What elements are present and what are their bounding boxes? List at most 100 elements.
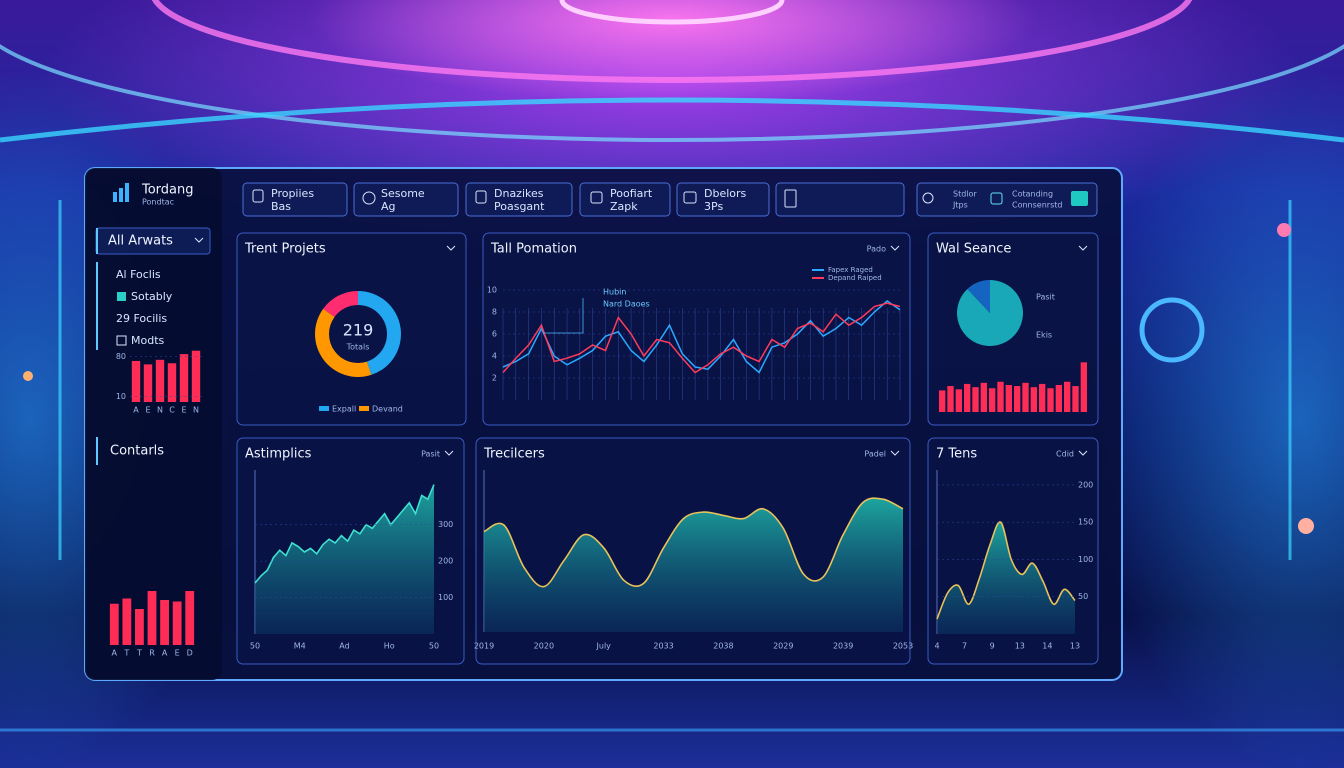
slice — [956, 280, 1023, 347]
area-fill — [255, 484, 434, 634]
area-line — [254, 484, 435, 584]
bar — [109, 603, 119, 645]
account-sub: Connsenrstd — [1012, 201, 1062, 210]
nav-icon — [683, 191, 697, 204]
y-tick-label: 100 — [438, 593, 453, 602]
nav-button[interactable] — [465, 182, 573, 217]
area-fill — [937, 521, 1075, 634]
x-tick-label: July — [596, 642, 612, 651]
slice — [358, 291, 401, 375]
x-tick-label: E — [175, 649, 180, 658]
x-tick-label: 2038 — [713, 642, 733, 651]
bar — [972, 387, 979, 412]
search-icon[interactable] — [922, 192, 934, 204]
chevron — [890, 450, 900, 456]
slice — [967, 280, 990, 313]
y-tick-label: 6 — [492, 330, 497, 339]
menu-item[interactable]: Modts — [131, 334, 165, 347]
nav-sub: 3Ps — [704, 200, 723, 213]
account-badge[interactable] — [1071, 191, 1088, 206]
annotation-line — [543, 298, 584, 334]
bar — [172, 601, 182, 645]
area-line — [936, 521, 1076, 620]
legend-label: Expall — [332, 405, 356, 414]
y-tick-label: 300 — [438, 520, 453, 529]
account-title[interactable]: Cotanding — [1012, 190, 1053, 199]
chevron — [444, 450, 454, 456]
panel-control: Padel — [864, 450, 886, 459]
x-tick-label: 7 — [962, 642, 967, 651]
x-tick-label: N — [157, 406, 163, 415]
y-tick-label: 200 — [438, 557, 453, 566]
chevron — [446, 245, 456, 251]
panel-title: Trecilcers — [483, 447, 545, 462]
x-tick-label: N — [193, 406, 199, 415]
bar — [955, 389, 962, 412]
annotation: Hubin — [603, 288, 626, 297]
menu-label: All Arwats — [108, 234, 173, 249]
bar — [185, 591, 195, 645]
y-tick-label: 8 — [492, 308, 497, 317]
panel-control: Pasit — [421, 450, 440, 459]
nav-title: Dbelors — [704, 187, 747, 200]
nav-button[interactable] — [775, 182, 905, 217]
nav-icon — [252, 189, 264, 203]
menu-accent — [96, 262, 98, 350]
bar — [191, 350, 201, 402]
legend-label: Devand — [372, 405, 403, 414]
y-tick-label: 4 — [492, 352, 497, 361]
bar — [964, 383, 971, 412]
bar — [131, 360, 141, 402]
x-tick-label: C — [169, 406, 175, 415]
bar — [160, 600, 169, 645]
bar — [167, 363, 177, 402]
bar — [1022, 382, 1029, 412]
nav-sub: Zapk — [610, 200, 638, 213]
legend-swatch — [319, 406, 329, 411]
bar — [135, 609, 144, 645]
x-tick-label: T — [136, 649, 142, 658]
chevron — [890, 245, 900, 251]
bar — [947, 386, 954, 412]
nav-title: Propiies — [271, 187, 314, 200]
legend-swatch — [359, 406, 369, 411]
bar — [980, 382, 987, 412]
panel — [482, 232, 911, 426]
nav-icon — [784, 189, 797, 208]
y-tick-label: 50 — [1078, 592, 1088, 601]
menu-item[interactable]: Al Foclis — [116, 268, 161, 281]
bar — [1047, 388, 1054, 412]
panel-title: Astimplics — [245, 447, 312, 462]
bar — [1014, 386, 1021, 412]
nav-button[interactable] — [242, 182, 348, 217]
nav: Propiies Bas Sesome Ag Dnazikes Poasgant… — [242, 182, 1098, 217]
panel-control: Pado — [867, 245, 886, 254]
section-label: Contarls — [110, 444, 164, 459]
bar — [1072, 386, 1079, 412]
toolbar — [916, 182, 1098, 217]
y-tick-label: 150 — [1078, 518, 1093, 527]
bar — [122, 598, 132, 645]
x-tick-label: 4 — [934, 642, 939, 651]
menu-icon — [116, 335, 127, 346]
x-tick-label: 2033 — [653, 642, 673, 651]
bar — [143, 364, 153, 402]
nav-button[interactable] — [676, 182, 770, 217]
nav-button[interactable] — [353, 182, 459, 217]
x-tick-label: T — [123, 649, 129, 658]
nav-button[interactable] — [579, 182, 671, 217]
bar — [1055, 385, 1062, 412]
area-line — [483, 497, 904, 588]
menu-accent — [96, 437, 98, 465]
x-tick-label: 13 — [1015, 642, 1025, 651]
menu-item[interactable]: Sotably — [131, 290, 173, 303]
slice — [323, 291, 358, 317]
panel-title: Tall Pomation — [490, 242, 577, 257]
menu-item[interactable]: 29 Focilis — [116, 312, 167, 325]
bar — [147, 591, 157, 645]
y-tick-label: 80 — [116, 352, 126, 361]
bar — [997, 381, 1004, 412]
nav-icon — [590, 191, 603, 204]
y-tick-label: 100 — [1078, 555, 1093, 564]
